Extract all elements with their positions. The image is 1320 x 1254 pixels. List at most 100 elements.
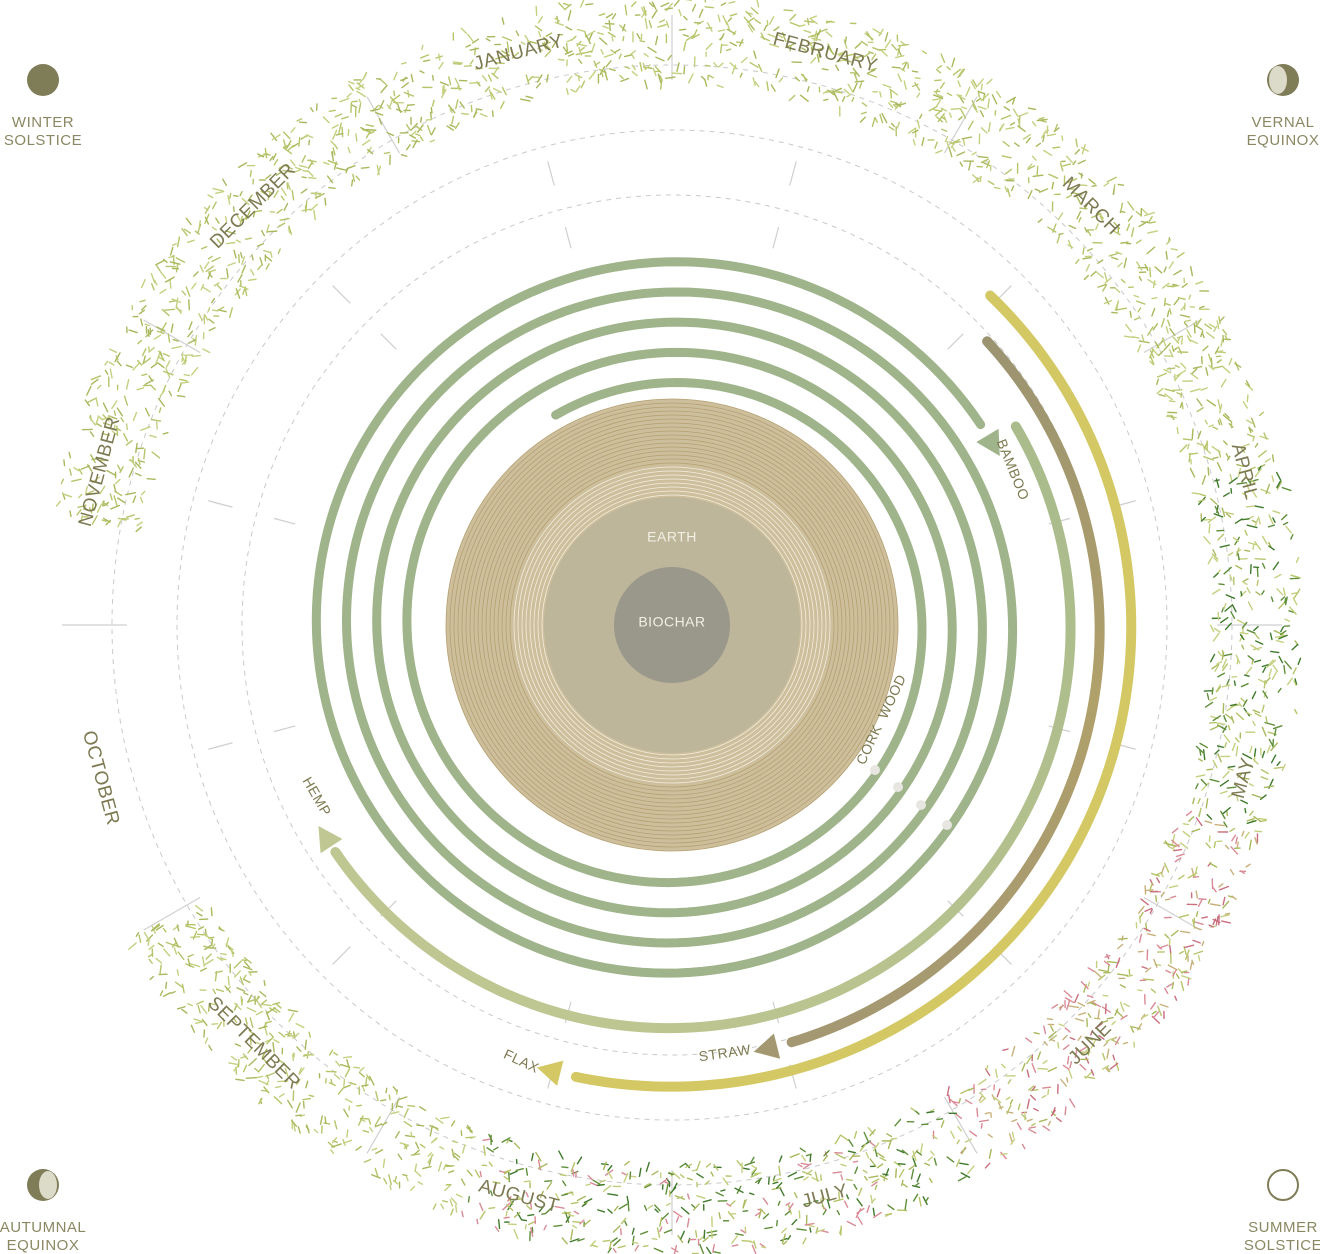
vegetation <box>1177 371 1186 376</box>
corner-line: WINTER <box>12 114 74 131</box>
vegetation <box>1255 713 1261 716</box>
vegetation <box>941 54 944 62</box>
vegetation <box>111 505 120 508</box>
vegetation <box>1261 770 1268 774</box>
vegetation <box>706 44 712 50</box>
vegetation <box>917 93 920 97</box>
vegetation <box>1165 863 1169 872</box>
vegetation <box>854 1185 857 1190</box>
vegetation <box>1158 1006 1161 1015</box>
vegetation <box>1295 710 1297 714</box>
vegetation <box>361 1118 368 1119</box>
vegetation <box>875 1185 876 1189</box>
vegetation <box>476 109 482 110</box>
vegetation <box>487 1148 493 1152</box>
vegetation <box>1058 213 1062 219</box>
vegetation <box>896 56 904 58</box>
vegetation <box>625 1162 629 1165</box>
vegetation <box>888 1205 894 1209</box>
vegetation <box>1284 666 1285 674</box>
vegetation <box>291 160 295 166</box>
vegetation <box>1246 506 1255 507</box>
vegetation <box>667 1203 671 1205</box>
vegetation <box>56 501 60 506</box>
vegetation <box>270 1033 274 1037</box>
vegetation <box>1229 358 1232 364</box>
vegetation <box>421 117 422 122</box>
vegetation <box>340 98 349 101</box>
vegetation <box>170 279 171 288</box>
vegetation <box>356 176 359 180</box>
vegetation <box>1083 258 1091 259</box>
vegetation <box>193 931 196 939</box>
vegetation <box>1279 602 1285 608</box>
vegetation <box>1157 388 1163 393</box>
vegetation <box>1196 321 1197 325</box>
vegetation <box>160 289 166 293</box>
vegetation <box>127 515 134 517</box>
vegetation <box>649 21 651 28</box>
vegetation <box>1214 366 1223 368</box>
vegetation <box>275 1097 282 1104</box>
vegetation <box>972 152 976 154</box>
vegetation <box>163 433 168 434</box>
vegetation <box>810 16 816 18</box>
vegetation <box>150 977 153 980</box>
vegetation <box>529 1221 535 1224</box>
vegetation <box>977 99 981 102</box>
vegetation <box>1204 537 1210 544</box>
vegetation <box>384 1179 387 1184</box>
vegetation <box>1209 324 1214 327</box>
vegetation <box>449 1171 454 1173</box>
material-label: FLAX <box>501 1046 541 1076</box>
vegetation <box>338 1087 343 1094</box>
vegetation <box>89 417 94 424</box>
vegetation <box>72 479 81 481</box>
vegetation <box>598 1210 605 1212</box>
vegetation <box>1276 641 1283 643</box>
vegetation <box>152 452 159 458</box>
vegetation <box>311 108 313 112</box>
vegetation <box>966 87 970 96</box>
vegetation <box>652 1171 658 1175</box>
vegetation <box>630 1176 636 1177</box>
vegetation <box>804 1177 808 1180</box>
vegetation <box>1207 769 1212 770</box>
vegetation <box>289 1013 293 1021</box>
vegetation <box>1118 945 1123 949</box>
vegetation <box>709 75 713 77</box>
vegetation <box>1166 327 1168 333</box>
vegetation <box>228 977 229 986</box>
vegetation <box>433 76 434 81</box>
vegetation <box>205 315 208 320</box>
vegetation <box>645 1206 647 1211</box>
vegetation <box>433 1204 435 1209</box>
vegetation <box>1069 241 1072 249</box>
vegetation <box>1043 1126 1050 1130</box>
vegetation <box>197 1001 203 1004</box>
vegetation <box>539 17 543 23</box>
vegetation <box>845 1201 848 1207</box>
vegetation <box>697 1161 700 1169</box>
marker-dot <box>870 765 880 775</box>
vegetation <box>204 934 212 939</box>
vegetation <box>951 1131 954 1138</box>
vegetation <box>205 206 209 213</box>
vegetation <box>1064 991 1072 997</box>
vegetation <box>329 188 335 189</box>
vegetation <box>544 1226 546 1230</box>
vegetation <box>962 107 967 109</box>
vegetation <box>1070 1038 1074 1040</box>
vegetation <box>1113 1055 1114 1060</box>
vegetation <box>625 5 626 15</box>
month-tick <box>1144 898 1200 931</box>
vegetation <box>243 975 246 979</box>
vegetation <box>1039 118 1043 119</box>
vegetation <box>604 54 612 57</box>
vegetation <box>677 1217 679 1222</box>
vegetation <box>391 1112 399 1114</box>
vegetation <box>453 62 462 63</box>
vegetation <box>1194 922 1203 925</box>
vegetation <box>1277 762 1280 766</box>
vegetation <box>1091 271 1096 275</box>
